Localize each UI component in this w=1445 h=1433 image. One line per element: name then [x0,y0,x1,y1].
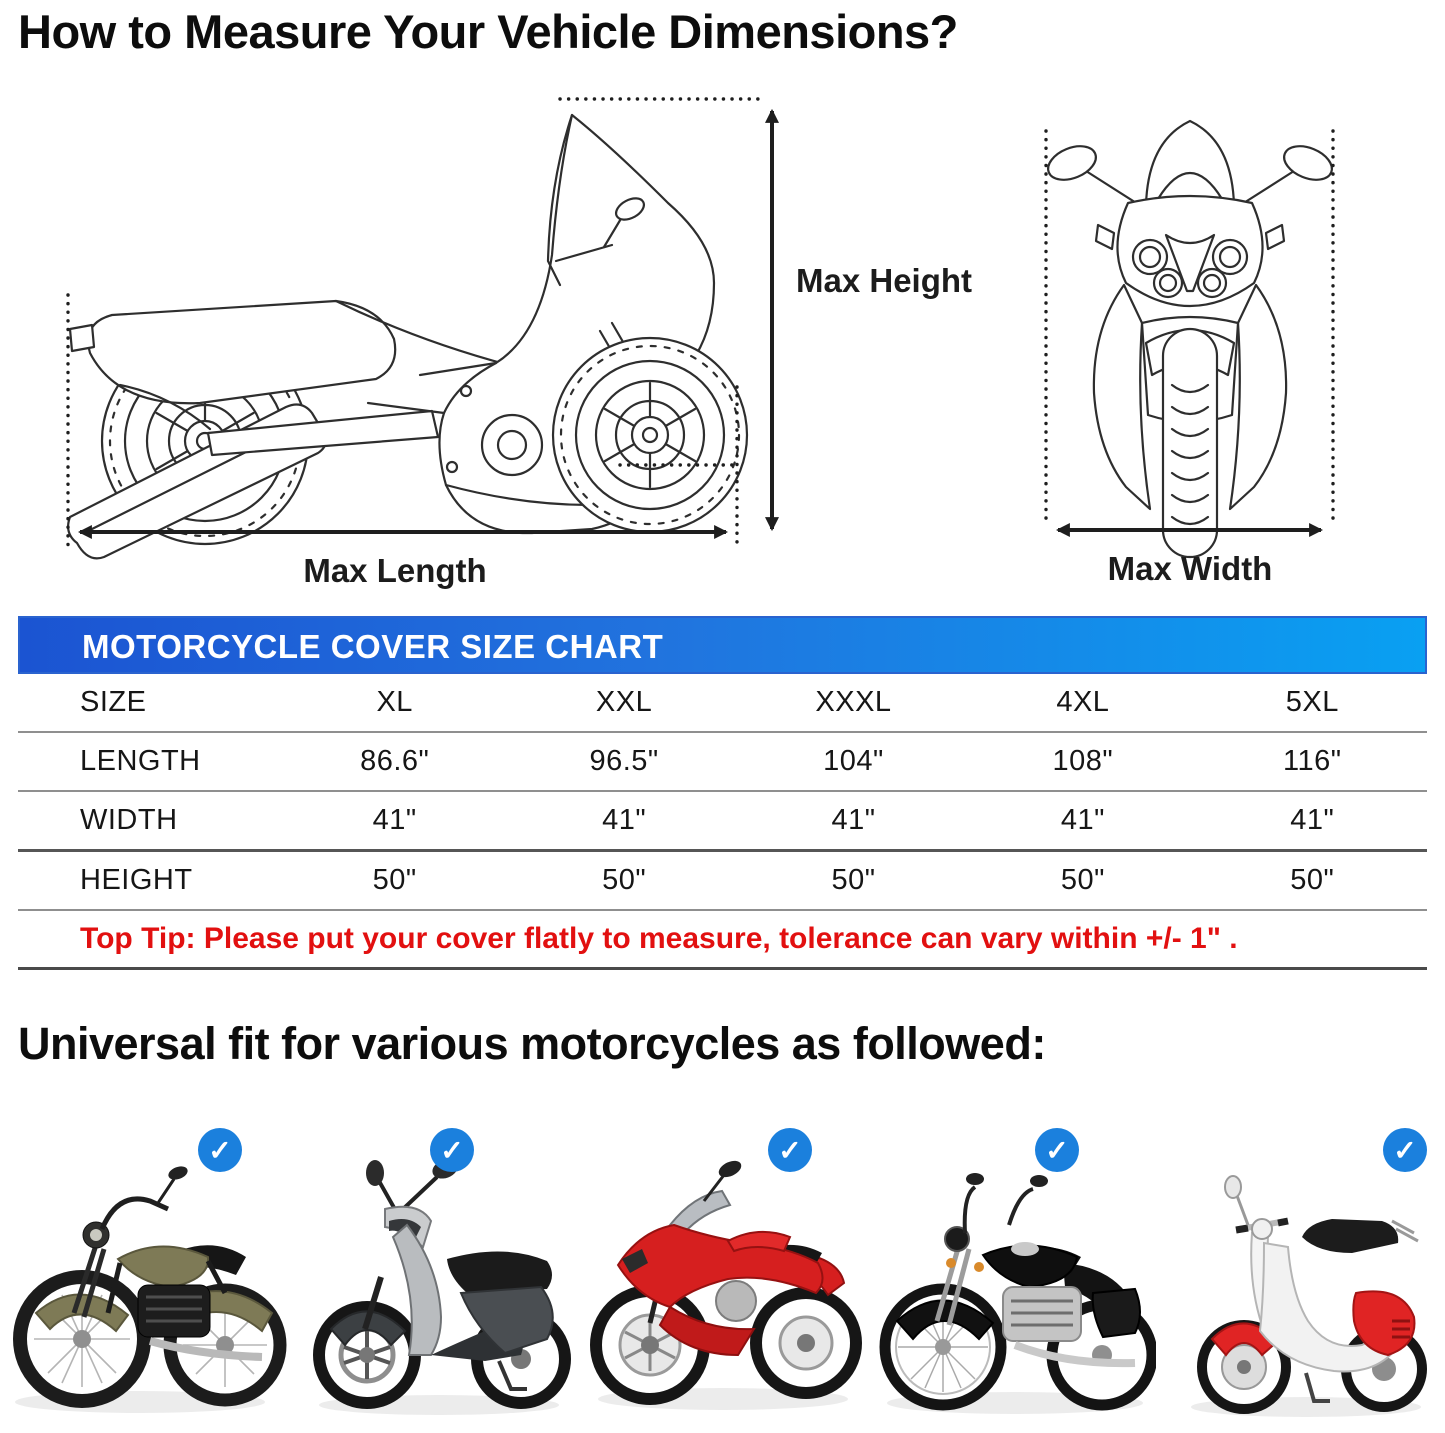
size-col-xxl: XXL [595,686,653,718]
gallery-item-gray-scooter [289,1104,578,1433]
front-view-motorcycle-drawing [1047,119,1333,559]
length-value: 96.5" [589,745,659,777]
check-icon: ✓ [430,1128,474,1172]
length-value: 86.6" [360,745,430,777]
page-title: How to Measure Your Vehicle Dimensions? [18,5,958,58]
width-value: 41" [602,804,647,836]
check-glyph: ✓ [208,1134,232,1166]
size-col-5xl: 5XL [1285,686,1339,718]
size-col-4xl: 4XL [1056,686,1110,718]
size-chart-tip: Top Tip: Please put your cover flatly to… [80,922,1238,955]
height-value: 50" [1060,864,1105,896]
width-row-label: WIDTH [80,804,178,836]
length-row-label: LENGTH [80,745,201,777]
height-value: 50" [372,864,417,896]
width-value: 41" [1060,804,1105,836]
size-chart-row-length: LENGTH 86.6" 96.5" 104" 108" 116" [18,733,1427,792]
height-row-label: HEIGHT [80,864,193,896]
size-chart-row-height: HEIGHT 50" 50" 50" 50" 50" [18,852,1427,911]
measurement-diagram [66,97,1335,560]
size-row-label: SIZE [80,686,147,718]
gallery-item-red-sport-bike [578,1104,867,1433]
gallery-item-black-cruiser [867,1104,1156,1433]
check-icon: ✓ [768,1128,812,1172]
width-value: 41" [831,804,876,836]
check-glyph: ✓ [778,1134,802,1166]
width-value: 41" [372,804,417,836]
front-view-dimension-lines [1044,129,1335,537]
check-glyph: ✓ [1045,1134,1069,1166]
height-value: 50" [1290,864,1335,896]
height-value: 50" [831,864,876,896]
side-view-dimension-lines [66,97,779,549]
length-value: 116" [1283,745,1342,777]
size-chart-title: MOTORCYCLE COVER SIZE CHART [18,616,1427,674]
size-chart-row-width: WIDTH 41" 41" 41" 41" 41" [18,792,1427,852]
vintage-scooter-image [1191,1175,1427,1417]
check-icon: ✓ [1035,1128,1079,1172]
length-value: 108" [1052,745,1114,777]
max-height-label: Max Height [796,262,973,299]
gallery-item-olive-cruiser [0,1104,289,1433]
universal-fit-title: Universal fit for various motorcycles as… [18,1018,1046,1069]
check-glyph: ✓ [440,1134,464,1166]
red-sport-bike-image [590,1160,862,1410]
black-cruiser-image [879,1173,1156,1414]
check-icon: ✓ [198,1128,242,1172]
side-view-motorcycle-drawing [67,113,749,560]
olive-cruiser-image [13,1166,287,1413]
size-chart-row-size: SIZE XL XXL XXXL 4XL 5XL [18,674,1427,733]
size-col-xxxl: XXXL [815,686,892,718]
max-width-label: Max Width [1107,550,1273,587]
width-value: 41" [1290,804,1335,836]
size-chart-table: MOTORCYCLE COVER SIZE CHART SIZE XL XXL … [18,616,1427,970]
max-length-label: Max Length [303,552,487,589]
height-value: 50" [602,864,647,896]
length-value: 104" [823,745,884,777]
check-glyph: ✓ [1393,1134,1417,1166]
check-icon: ✓ [1383,1128,1427,1172]
gray-scooter-image [313,1159,571,1415]
size-col-xl: XL [376,686,413,718]
